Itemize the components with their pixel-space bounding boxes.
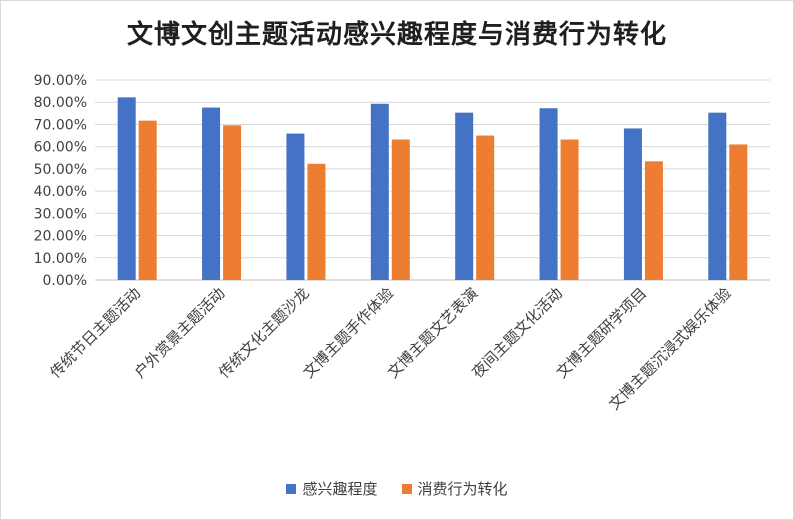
bar-interest <box>708 112 727 281</box>
bar-interest <box>539 108 558 280</box>
x-tick-label: 传统节日主题活动 <box>46 284 144 382</box>
legend-label-interest: 感兴趣程度 <box>302 480 378 498</box>
bar-interest <box>117 97 136 280</box>
y-tick-label: 70.00% <box>34 117 87 133</box>
y-tick-label: 20.00% <box>34 229 87 245</box>
bar-interest <box>202 107 221 280</box>
x-tick-label: 文博主题研学项目 <box>553 284 651 382</box>
legend-label-conversion: 消费行为转化 <box>417 480 508 498</box>
x-tick-label: 文博主题文艺表演 <box>384 284 482 382</box>
bar-conversion <box>138 120 157 281</box>
legend-swatch-interest <box>286 483 297 494</box>
bar-conversion <box>560 139 579 280</box>
y-tick-label: 60.00% <box>34 140 87 156</box>
legend: 感兴趣程度 消费行为转化 <box>0 478 794 499</box>
legend-item-interest: 感兴趣程度 <box>286 478 378 499</box>
chart-title: 文博文创主题活动感兴趣程度与消费行为转化 <box>126 20 667 50</box>
bar-conversion <box>476 135 495 280</box>
bar-interest <box>455 112 474 281</box>
x-tick-label: 户外赏景主题活动 <box>131 284 229 382</box>
bar-chart: 0.00% 10.00% 20.00% 30.00% 40.00% 50.00% 60.00… <box>34 73 770 414</box>
y-tick-label: 10.00% <box>34 251 87 267</box>
bar-conversion <box>729 144 748 280</box>
x-tick-label: 传统文化主题沙龙 <box>215 284 313 382</box>
x-tick-label: 文博主题手作体验 <box>300 284 398 382</box>
bar-conversion <box>391 139 410 280</box>
legend-swatch-conversion <box>401 483 412 494</box>
y-tick-label: 50.00% <box>34 162 87 178</box>
y-tick-label: 30.00% <box>34 206 87 222</box>
x-tick-label: 夜间主题文化活动 <box>468 284 566 382</box>
gridlines <box>95 79 770 281</box>
legend-item-conversion: 消费行为转化 <box>401 478 508 499</box>
bar-conversion <box>307 163 326 280</box>
bar-conversion <box>644 161 663 280</box>
x-axis: 传统节日主题活动户外赏景主题活动传统文化主题沙龙文博主题手作体验文博主题文艺表演… <box>46 284 734 413</box>
bars <box>117 97 748 281</box>
y-tick-label: 40.00% <box>34 184 87 200</box>
y-tick-label: 0.00% <box>43 273 87 289</box>
bar-interest <box>370 103 389 281</box>
y-tick-label: 80.00% <box>34 95 87 111</box>
bar-interest <box>623 128 642 280</box>
y-axis: 0.00% 10.00% 20.00% 30.00% 40.00% 50.00% 60.00… <box>34 73 87 289</box>
bar-interest <box>286 133 305 280</box>
bar-conversion <box>223 125 242 280</box>
y-tick-label: 90.00% <box>34 73 87 89</box>
